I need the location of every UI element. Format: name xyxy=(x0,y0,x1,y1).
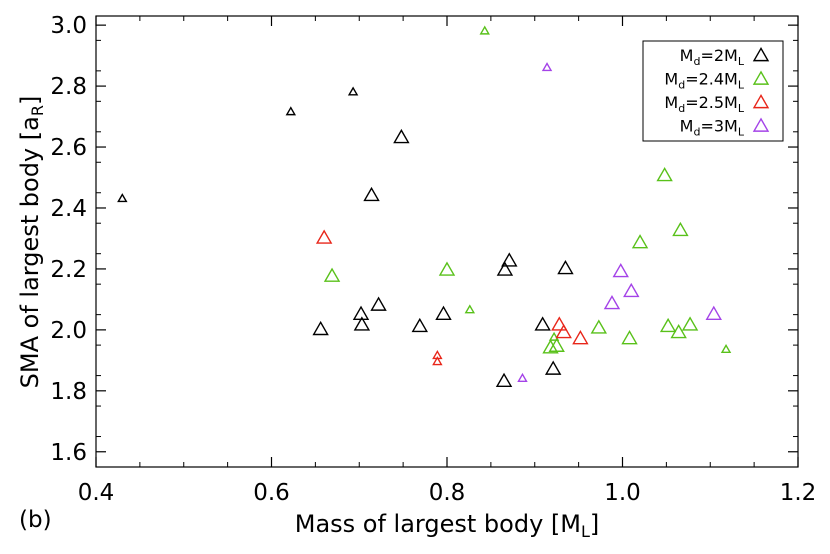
data-point xyxy=(656,167,673,182)
x-tick-label: 0.8 xyxy=(429,480,466,506)
y-tick-label: 2.2 xyxy=(50,257,87,283)
data-point xyxy=(363,186,380,202)
legend-label: Md=3ML xyxy=(680,117,745,139)
x-tick-label: 0.4 xyxy=(78,480,115,506)
data-point xyxy=(464,304,476,314)
legend-box xyxy=(642,40,784,142)
data-point xyxy=(548,331,560,341)
data-point xyxy=(631,234,649,249)
data-point xyxy=(432,356,443,366)
data-point xyxy=(557,259,574,275)
data-point xyxy=(501,252,518,267)
data-point xyxy=(479,25,490,35)
data-point xyxy=(670,323,687,339)
y-tick-label: 3.0 xyxy=(50,13,87,39)
data-point xyxy=(411,317,429,333)
data-point xyxy=(705,305,722,320)
data-point xyxy=(323,267,341,282)
data-point xyxy=(572,330,589,345)
axis-ticks: 0.4 0.6 0.8 1.0 1.2 1.6 1.8 2.0 2.2 2.4 2.6 2.8 3.0 xyxy=(50,13,816,506)
y-tick-label: 1.8 xyxy=(50,379,87,405)
x-tick-label: 0.6 xyxy=(253,480,290,506)
data-point xyxy=(555,323,572,339)
legend-label: Md=2ML xyxy=(680,46,745,68)
plot-frame xyxy=(95,15,799,468)
data-point xyxy=(621,330,638,345)
data-point xyxy=(672,221,689,237)
data-point xyxy=(603,295,621,310)
data-point xyxy=(590,319,608,334)
data-point xyxy=(312,320,329,336)
data-point xyxy=(117,193,128,203)
data-point xyxy=(541,62,553,72)
legend-marker xyxy=(752,94,770,109)
data-point xyxy=(534,316,551,331)
data-point xyxy=(347,86,359,96)
data-point xyxy=(315,229,333,244)
data-point xyxy=(517,372,528,382)
data-point xyxy=(435,305,452,320)
data-point xyxy=(544,360,562,375)
data-point xyxy=(551,316,568,331)
y-tick-label: 2.6 xyxy=(50,135,87,161)
data-point xyxy=(353,316,371,331)
data-point xyxy=(438,261,456,276)
data-point xyxy=(496,261,514,276)
data-point xyxy=(612,263,629,278)
legend-label: Md=2.4ML xyxy=(664,70,744,92)
panel-label: (b) xyxy=(19,507,52,533)
data-point xyxy=(393,128,410,144)
y-axis-title: SMA of largest body [aR] xyxy=(16,96,47,389)
legend-marker xyxy=(752,117,770,132)
y-tick-label: 2.4 xyxy=(50,196,87,222)
x-tick-label: 1.0 xyxy=(604,480,641,506)
data-point xyxy=(370,296,387,311)
data-points xyxy=(117,25,732,388)
data-point xyxy=(720,343,732,354)
x-tick-label: 1.2 xyxy=(780,480,817,506)
data-point xyxy=(681,316,699,331)
y-tick-label: 2.0 xyxy=(50,318,87,344)
legend-label: Md=2.5ML xyxy=(664,93,744,115)
legend-marker xyxy=(752,47,770,62)
y-tick-label: 1.6 xyxy=(50,440,87,466)
data-point xyxy=(285,106,297,116)
data-point xyxy=(542,339,559,354)
y-tick-label: 2.8 xyxy=(50,74,87,100)
data-point xyxy=(548,337,565,352)
data-point xyxy=(659,317,677,333)
data-point xyxy=(495,372,513,388)
legend-marker xyxy=(752,70,770,85)
data-point xyxy=(623,282,640,298)
x-axis-title: Mass of largest body [ML] xyxy=(295,510,600,541)
